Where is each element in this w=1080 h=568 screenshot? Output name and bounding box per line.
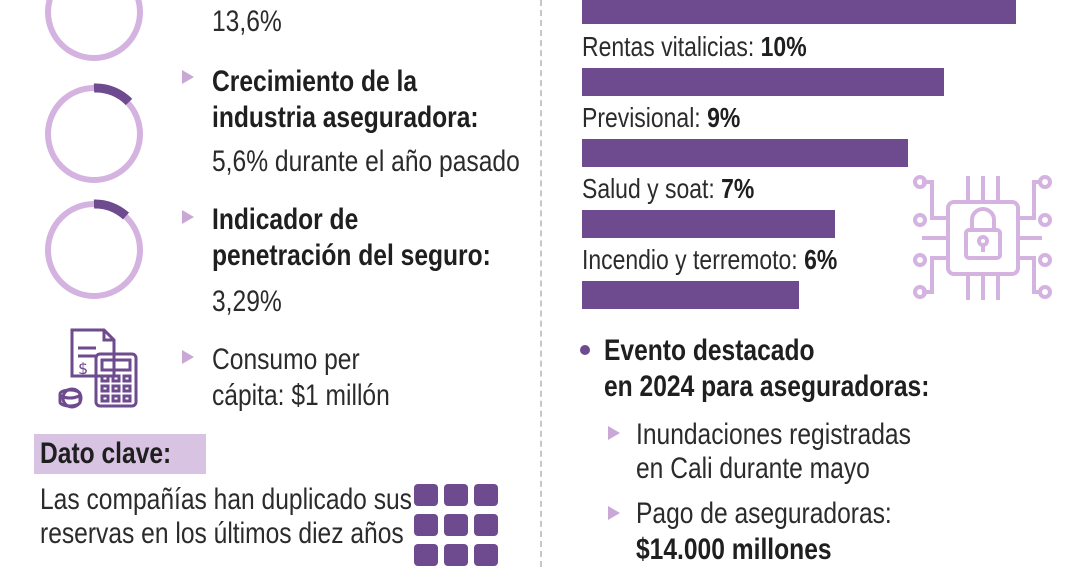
bar-label: Salud y soat: 7% [582, 173, 755, 204]
item-title-line1: Indicador de [212, 203, 359, 236]
svg-text:$: $ [78, 359, 88, 378]
bar [582, 68, 944, 96]
dato-clave-label-box: Dato clave: [34, 434, 207, 474]
item-title-line2: industria aseguradora: [212, 101, 479, 134]
bar [582, 281, 799, 309]
item-title-line1: Crecimiento de la [212, 65, 418, 98]
bullet-triangle-icon [608, 506, 620, 520]
bar-label: Previsional: 9% [582, 102, 741, 133]
bar [582, 139, 908, 167]
bullet-triangle-icon [182, 70, 194, 84]
evento-title-line2: en 2024 para aseguradoras: [604, 370, 930, 403]
evento-item-line2: $14.000 millones [636, 533, 832, 566]
calculator-money-icon: $ [58, 328, 138, 409]
bar-previous [582, 0, 1016, 24]
bar-label: Incendio y terremoto: 6% [582, 244, 838, 275]
circuit-lock-icon [913, 175, 1052, 300]
consumo-line2: cápita: $1 millón [212, 379, 390, 412]
bullet-triangle-icon [608, 426, 620, 440]
column-divider [540, 0, 542, 567]
bullet-triangle-icon [182, 210, 194, 224]
ring-indicator-icon [45, 0, 143, 61]
bullet-dot-icon [580, 345, 590, 355]
dato-clave-line1: Las compañías han duplicado sus [40, 483, 412, 516]
top-value: 13,6% [212, 5, 282, 38]
item-value: 5,6% durante el año pasado [212, 145, 520, 178]
consumo-line1: Consumo per [212, 343, 360, 376]
bar [582, 210, 835, 238]
evento-item-line2: en Cali durante mayo [636, 452, 870, 485]
ring-indicator-icon [45, 83, 143, 183]
evento-item-line1: Inundaciones registradas [636, 418, 911, 451]
dato-clave-line2: reservas en los últimos diez años [40, 517, 404, 550]
bar-label: Rentas vitalicias: 10% [582, 31, 807, 62]
evento-title-line1: Evento destacado [604, 334, 815, 367]
item-title-line2: penetración del seguro: [212, 239, 491, 272]
evento-item-line1: Pago de aseguradoras: [636, 497, 892, 530]
bullet-triangle-icon [182, 350, 194, 364]
item-value: 3,29% [212, 285, 282, 318]
dato-clave-label: Dato clave: [40, 437, 172, 470]
ring-indicator-icon [45, 199, 143, 299]
